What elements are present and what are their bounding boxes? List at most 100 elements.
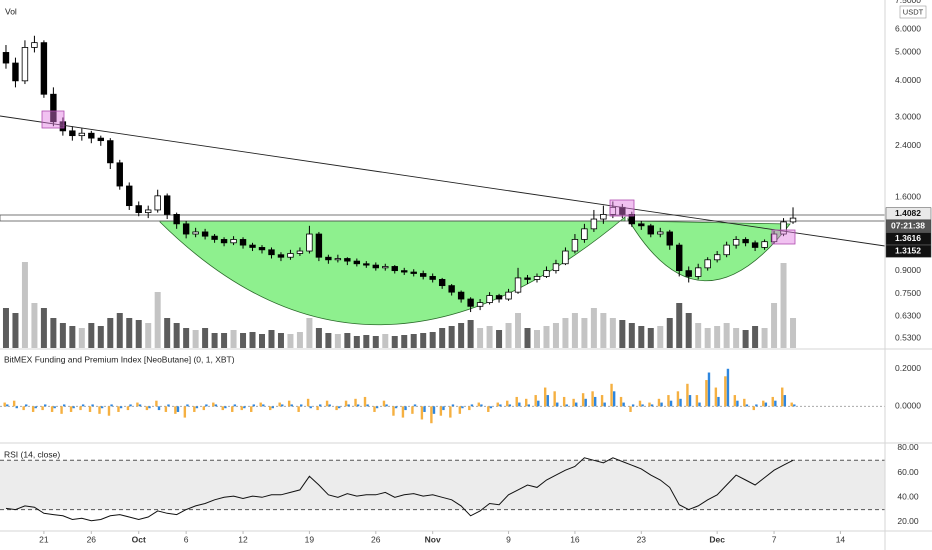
y-tick-label: 0.7500 <box>895 288 921 298</box>
volume-bar <box>306 318 313 348</box>
funding-bar <box>382 400 386 407</box>
volume-bar <box>78 328 85 348</box>
y-tick-label: 3.0000 <box>895 112 921 122</box>
funding-bar <box>707 372 711 407</box>
volume-bar <box>164 318 171 348</box>
volume-bar <box>154 292 161 348</box>
candle-body <box>325 256 332 261</box>
funding-bar <box>44 404 47 407</box>
candle-body <box>571 239 579 252</box>
funding-bar <box>508 404 512 407</box>
x-tick-label: 12 <box>238 534 248 544</box>
volume-bar <box>372 336 379 348</box>
candle-body <box>590 218 598 230</box>
funding-bar <box>81 404 85 407</box>
funding-bar <box>157 406 161 411</box>
funding-bar <box>167 404 170 407</box>
funding-bar <box>41 406 44 411</box>
y-tick-label: 6.0000 <box>895 23 921 33</box>
funding-bar <box>439 406 443 416</box>
volume-bar <box>628 323 635 348</box>
funding-bar <box>145 406 149 411</box>
funding-bar <box>600 395 604 407</box>
candle-body <box>334 258 342 261</box>
volume-bar <box>647 328 654 348</box>
candle-body <box>638 223 645 227</box>
price-label-box <box>885 244 932 258</box>
candle-body <box>88 132 95 139</box>
volume-bar <box>50 318 57 348</box>
funding-bar <box>306 398 310 407</box>
y-tick-label: 40.00 <box>897 492 919 502</box>
volume-bar <box>296 332 303 348</box>
candle-body <box>306 233 313 252</box>
funding-bar <box>686 383 689 407</box>
funding-bar <box>619 396 623 407</box>
rsi-line <box>5 457 794 522</box>
candle-body <box>562 250 569 265</box>
volume-bar <box>116 313 123 348</box>
volume-bar <box>458 323 465 348</box>
funding-bar <box>449 406 452 418</box>
volume-bar <box>240 333 247 348</box>
funding-bar <box>193 406 196 412</box>
candle-body <box>581 228 588 240</box>
candle-body <box>543 270 550 277</box>
funding-bar <box>100 406 104 409</box>
funding-bar <box>487 406 490 412</box>
price-label: 1.3152 <box>885 244 932 258</box>
funding-bar <box>790 402 793 407</box>
volume-bar <box>571 313 578 348</box>
funding-bar <box>278 402 281 407</box>
candle-body <box>230 239 237 244</box>
candle-body <box>770 233 778 243</box>
funding-bar <box>783 395 787 407</box>
funding-bar <box>762 400 765 407</box>
funding-bar <box>660 402 663 407</box>
funding-bar <box>556 402 559 407</box>
candle-body <box>628 214 636 225</box>
funding-bar <box>183 406 187 418</box>
y-tick-label: 7.5000 <box>895 0 921 5</box>
rsi-title: RSI (14, close) <box>4 449 60 459</box>
volume-bar <box>496 330 503 348</box>
highlight-box <box>41 110 65 129</box>
volume-bar <box>126 318 133 348</box>
funding-bar <box>72 406 75 409</box>
volume-bar <box>477 328 484 348</box>
funding-bar <box>98 406 101 414</box>
funding-bar <box>148 406 151 409</box>
candle-body <box>676 244 683 272</box>
volume-bar <box>40 308 47 348</box>
candle-body <box>505 291 512 300</box>
volume-bar <box>609 318 616 348</box>
volume-bar <box>221 333 228 348</box>
x-tick-label: 7 <box>772 534 777 544</box>
funding-bar <box>470 404 474 407</box>
funding-bar <box>155 400 158 407</box>
candle-body <box>761 241 768 248</box>
funding-bar <box>565 404 568 407</box>
x-tick-label: 26 <box>87 534 97 544</box>
price-label: 1.3616 <box>885 232 932 245</box>
volume-bar <box>562 318 569 348</box>
funding-bar <box>356 404 360 407</box>
y-tick-label: 2.4000 <box>895 140 921 150</box>
funding-bar <box>622 402 625 407</box>
volume-title: Vol <box>5 6 17 16</box>
candle-body <box>657 231 664 235</box>
volume-bar <box>467 320 474 348</box>
drawings-front <box>0 110 885 247</box>
countdown-label-text: 07:21:38 <box>891 220 925 230</box>
horizontal-zone <box>0 214 885 222</box>
volume-bar <box>771 303 778 348</box>
funding-bar <box>240 406 243 411</box>
x-tick-label: 23 <box>637 534 647 544</box>
volume-bar <box>145 323 152 348</box>
funding-bar <box>202 406 206 411</box>
funding-bar <box>268 406 272 411</box>
funding-bar <box>69 406 73 412</box>
candle-body <box>211 235 218 240</box>
candle-body <box>457 291 465 300</box>
